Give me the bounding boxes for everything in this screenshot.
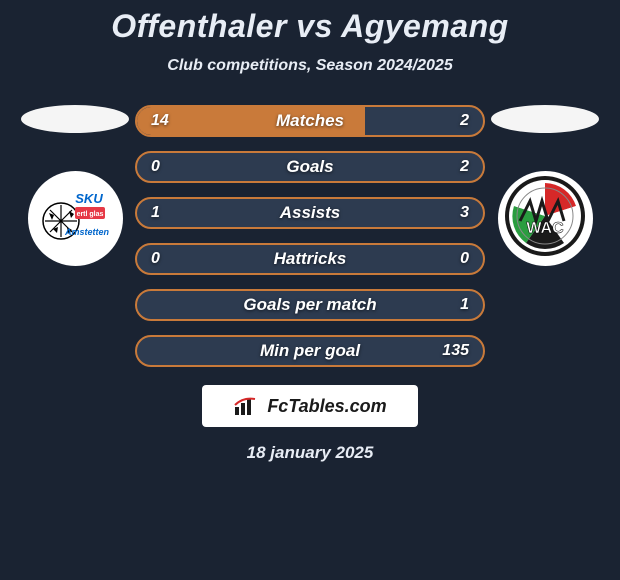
- chart-icon: [233, 395, 261, 417]
- stat-label: Goals per match: [243, 295, 376, 315]
- stat-label: Assists: [280, 203, 340, 223]
- club-logo-left-graphic: SKU ertl glas Amstetten: [39, 183, 111, 255]
- stat-value-right: 1: [460, 296, 469, 314]
- player-right-column: WAC: [485, 105, 605, 266]
- stat-label: Goals: [286, 157, 333, 177]
- club-logo-left: SKU ertl glas Amstetten: [28, 171, 123, 266]
- sku-amstetten-icon: SKU ertl glas Amstetten: [39, 183, 111, 255]
- stat-value-right: 2: [460, 158, 469, 176]
- player-left-column: SKU ertl glas Amstetten: [15, 105, 135, 266]
- stat-value-left: 0: [151, 158, 160, 176]
- attribution-badge: FcTables.com: [202, 385, 418, 427]
- svg-text:SKU: SKU: [75, 191, 103, 206]
- stat-bar: Min per goal 135: [135, 335, 485, 367]
- club-logo-right-graphic: WAC: [502, 173, 588, 264]
- stat-value-right: 135: [442, 342, 469, 360]
- svg-text:ertl glas: ertl glas: [77, 211, 104, 218]
- stat-label: Min per goal: [260, 341, 360, 361]
- subtitle: Club competitions, Season 2024/2025: [167, 57, 452, 75]
- wac-icon: WAC: [502, 173, 588, 259]
- stat-bar: 14 Matches 2: [135, 105, 485, 137]
- stat-value-left: 0: [151, 250, 160, 268]
- stat-bar: Goals per match 1: [135, 289, 485, 321]
- flag-right-icon: [491, 105, 599, 133]
- stat-value-left: 1: [151, 204, 160, 222]
- svg-text:WAC: WAC: [526, 220, 564, 237]
- stat-bar: 0 Hattricks 0: [135, 243, 485, 275]
- flag-left-icon: [21, 105, 129, 133]
- club-logo-right: WAC: [498, 171, 593, 266]
- stat-value-right: 2: [460, 112, 469, 130]
- stat-value-right: 0: [460, 250, 469, 268]
- stat-bar: 1 Assists 3: [135, 197, 485, 229]
- stat-label: Hattricks: [274, 249, 347, 269]
- stat-value-right: 3: [460, 204, 469, 222]
- page-title: Offenthaler vs Agyemang: [111, 8, 508, 45]
- attribution-text: FcTables.com: [267, 396, 386, 417]
- stat-label: Matches: [276, 111, 344, 131]
- stat-value-left: 14: [151, 112, 169, 130]
- stats-column: 14 Matches 2 0 Goals 2 1 Assists 3 0 Hattricks 0 Goa…: [135, 105, 485, 367]
- content-row: SKU ertl glas Amstetten 14 Matches 2 0 Goals…: [0, 105, 620, 367]
- svg-text:Amstetten: Amstetten: [64, 227, 110, 237]
- stat-bar: 0 Goals 2: [135, 151, 485, 183]
- comparison-card: Offenthaler vs Agyemang Club competition…: [0, 0, 620, 580]
- date-text: 18 january 2025: [247, 443, 374, 463]
